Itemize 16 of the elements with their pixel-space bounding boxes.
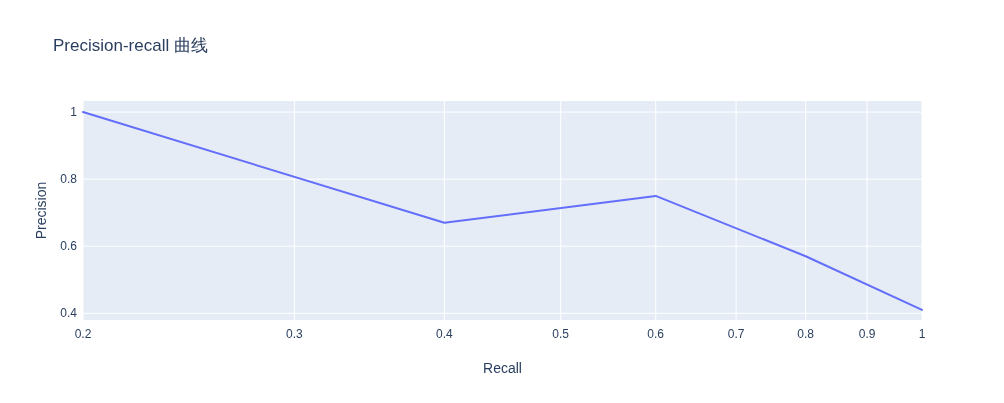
- x-tick-label: 0.2: [74, 327, 92, 341]
- y-axis-title: Precision: [33, 181, 49, 240]
- y-tick-label: 0.6: [60, 239, 78, 254]
- x-tick-label: 0.5: [552, 327, 570, 341]
- x-tick-label: 0.8: [797, 327, 815, 341]
- y-tick-label: 0.8: [60, 172, 78, 187]
- chart-title: Precision-recall 曲线: [53, 36, 208, 55]
- x-tick-label: 0.3: [286, 327, 304, 341]
- y-tick-label: 0.4: [60, 306, 78, 321]
- x-tick-label: 0.7: [727, 327, 745, 341]
- x-tick-label: 0.6: [647, 327, 665, 341]
- x-axis-title: Recall: [483, 360, 522, 376]
- y-tick-label: 1: [70, 105, 78, 120]
- x-tick-label: 1: [918, 327, 926, 341]
- x-tick-label: 0.9: [858, 327, 876, 341]
- x-tick-label: 0.4: [435, 327, 453, 341]
